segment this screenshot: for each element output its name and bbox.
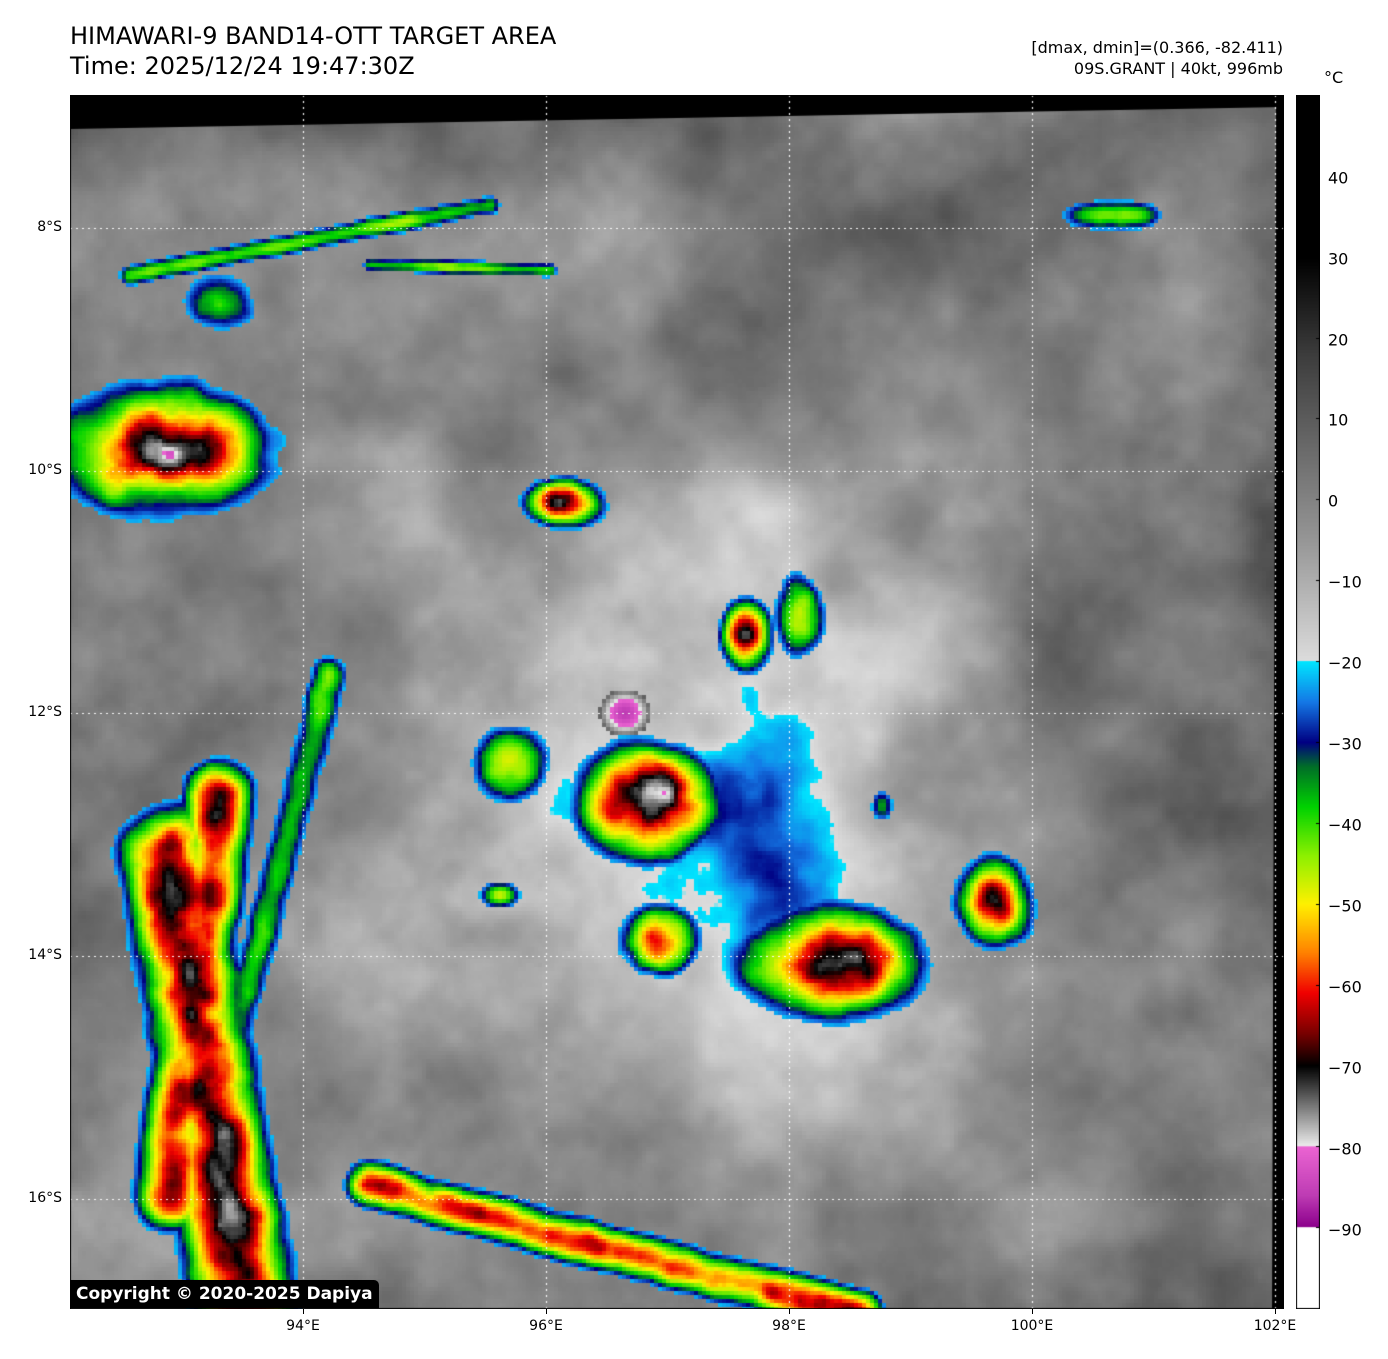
colorbar-label: −70 — [1328, 1058, 1362, 1078]
colorbar-label: −40 — [1328, 815, 1362, 835]
colorbar-label: −90 — [1328, 1220, 1362, 1240]
dmax-dmin-label: [dmax, dmin]=(0.366, -82.411) — [1031, 38, 1283, 57]
satellite-image — [70, 95, 1284, 1309]
colorbar-label: −60 — [1328, 977, 1362, 997]
lon-tick — [303, 1309, 304, 1314]
colorbar-label: −30 — [1328, 734, 1362, 754]
lat-label-10s: 10°S — [28, 462, 62, 478]
lon-label-100e: 100°E — [1010, 1318, 1054, 1334]
colorbar-label: 10 — [1328, 410, 1349, 430]
lon-tick — [789, 1309, 790, 1314]
lat-label-12s: 12°S — [28, 704, 62, 720]
lon-label-96e: 96°E — [529, 1318, 563, 1334]
colorbar-label: −50 — [1328, 896, 1362, 916]
lat-label-16s: 16°S — [28, 1190, 62, 1206]
colorbar-label: −20 — [1328, 653, 1362, 673]
lat-label-14s: 14°S — [28, 947, 62, 963]
colorbar-label: 40 — [1328, 168, 1349, 188]
chart-title: HIMAWARI-9 BAND14-OTT TARGET AREA — [70, 22, 557, 50]
colorbar-unit: °C — [1324, 68, 1344, 87]
lon-tick — [546, 1309, 547, 1314]
lon-tick — [1032, 1309, 1033, 1314]
storm-info: 09S.GRANT | 40kt, 996mb — [1073, 59, 1283, 78]
timestamp: Time: 2025/12/24 19:47:30Z — [70, 52, 415, 80]
lon-label-94e: 94°E — [286, 1318, 320, 1334]
colorbar-label: 20 — [1328, 330, 1349, 350]
colorbar-label: 30 — [1328, 249, 1349, 269]
colorbar-label: −10 — [1328, 572, 1362, 592]
lat-label-8s: 8°S — [37, 219, 62, 235]
lon-tick — [1275, 1309, 1276, 1314]
lon-label-98e: 98°E — [772, 1318, 806, 1334]
copyright-badge: Copyright © 2020-2025 Dapiya — [70, 1280, 379, 1308]
lon-label-102e: 102°E — [1253, 1318, 1297, 1334]
colorbar-label: −80 — [1328, 1139, 1362, 1159]
colorbar-label: 0 — [1328, 491, 1339, 511]
colorbar — [1296, 95, 1320, 1309]
